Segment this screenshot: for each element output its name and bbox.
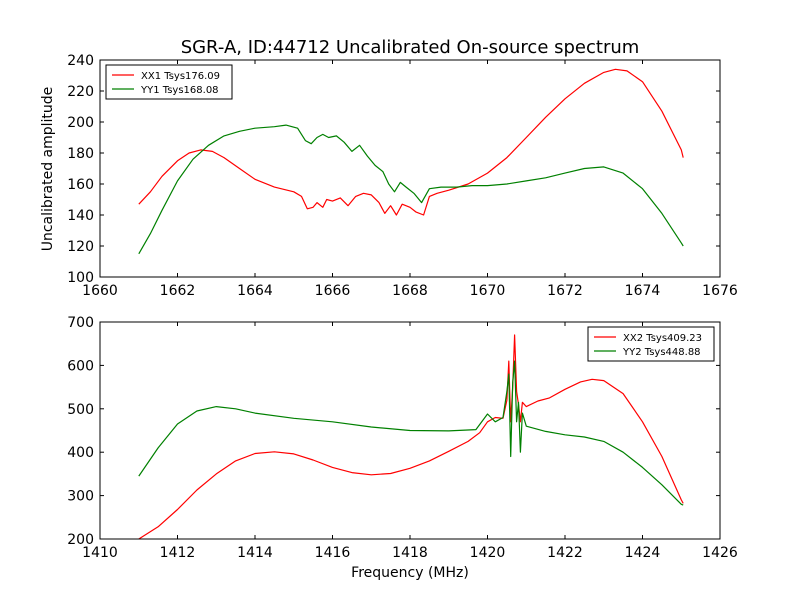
top-x-tick-label: 1670 <box>470 283 506 299</box>
bottom-y-tick-label: 600 <box>67 358 94 374</box>
top-legend-box <box>105 64 233 100</box>
top-x-tick-label: 1676 <box>702 283 738 299</box>
top-y-tick-label: 200 <box>67 115 94 131</box>
bottom-y-tick-label: 200 <box>67 532 94 548</box>
top-y-tick-label: 160 <box>67 177 94 193</box>
top-x-tick-label: 1674 <box>625 283 661 299</box>
bottom-legend-label-0: XX2 Tsys409.23 <box>623 333 702 344</box>
top-plot: 1660 1662 1664 1666 1668 1670 1672 1674 1676 100 1… <box>67 53 738 299</box>
bottom-x-tick-label: 1420 <box>470 545 506 561</box>
top-y-axis-label: Uncalibrated amplitude <box>40 87 56 252</box>
bottom-x-tick-label: 1418 <box>392 545 428 561</box>
top-series-line-1 <box>138 124 684 255</box>
bottom-legend-label-1: YY2 Tsys448.88 <box>622 347 701 358</box>
top-x-tick-label: 1666 <box>315 283 351 299</box>
top-series-line-0 <box>138 68 684 216</box>
bottom-y-tick-label: 400 <box>67 445 94 461</box>
bottom-x-axis-label: Frequency (MHz) <box>351 565 469 581</box>
top-y-tick-label: 240 <box>67 53 94 69</box>
top-legend-label-0: XX1 Tsys176.09 <box>141 71 220 82</box>
top-y-tick-label: 100 <box>67 270 94 286</box>
bottom-x-tick-label: 1422 <box>547 545 583 561</box>
top-legend: XX1 Tsys176.09 YY1 Tsys168.08 <box>105 64 233 100</box>
top-y-tick-label: 140 <box>67 208 94 224</box>
top-x-tick-label: 1660 <box>82 283 118 299</box>
bottom-x-tick-label: 1410 <box>82 545 118 561</box>
bottom-series-line-0 <box>138 334 684 540</box>
top-y-tick-label: 120 <box>67 239 94 255</box>
bottom-y-tick-label: 300 <box>67 489 94 505</box>
top-x-tick-label: 1672 <box>547 283 583 299</box>
bottom-legend: XX2 Tsys409.23 YY2 Tsys448.88 <box>587 326 715 362</box>
bottom-plot: 1410 1412 1414 1416 1418 1420 1422 1424 1426 200 3… <box>67 315 738 561</box>
bottom-x-tick-label: 1424 <box>625 545 661 561</box>
bottom-x-tick-label: 1412 <box>160 545 196 561</box>
top-x-tick-label: 1662 <box>160 283 196 299</box>
bottom-x-tick-label: 1414 <box>237 545 273 561</box>
bottom-x-tick-label: 1426 <box>702 545 738 561</box>
top-legend-label-1: YY1 Tsys168.08 <box>140 85 219 96</box>
bottom-x-tick-label: 1416 <box>315 545 351 561</box>
bottom-legend-box <box>587 326 715 362</box>
top-x-tick-label: 1668 <box>392 283 428 299</box>
bottom-y-tick-label: 500 <box>67 402 94 418</box>
bottom-y-tick-label: 700 <box>67 315 94 331</box>
bottom-series-line-1 <box>138 360 684 506</box>
top-y-tick-label: 220 <box>67 84 94 100</box>
chart-title: SGR-A, ID:44712 Uncalibrated On-source s… <box>181 37 640 58</box>
top-y-tick-label: 180 <box>67 146 94 162</box>
top-x-tick-label: 1664 <box>237 283 273 299</box>
